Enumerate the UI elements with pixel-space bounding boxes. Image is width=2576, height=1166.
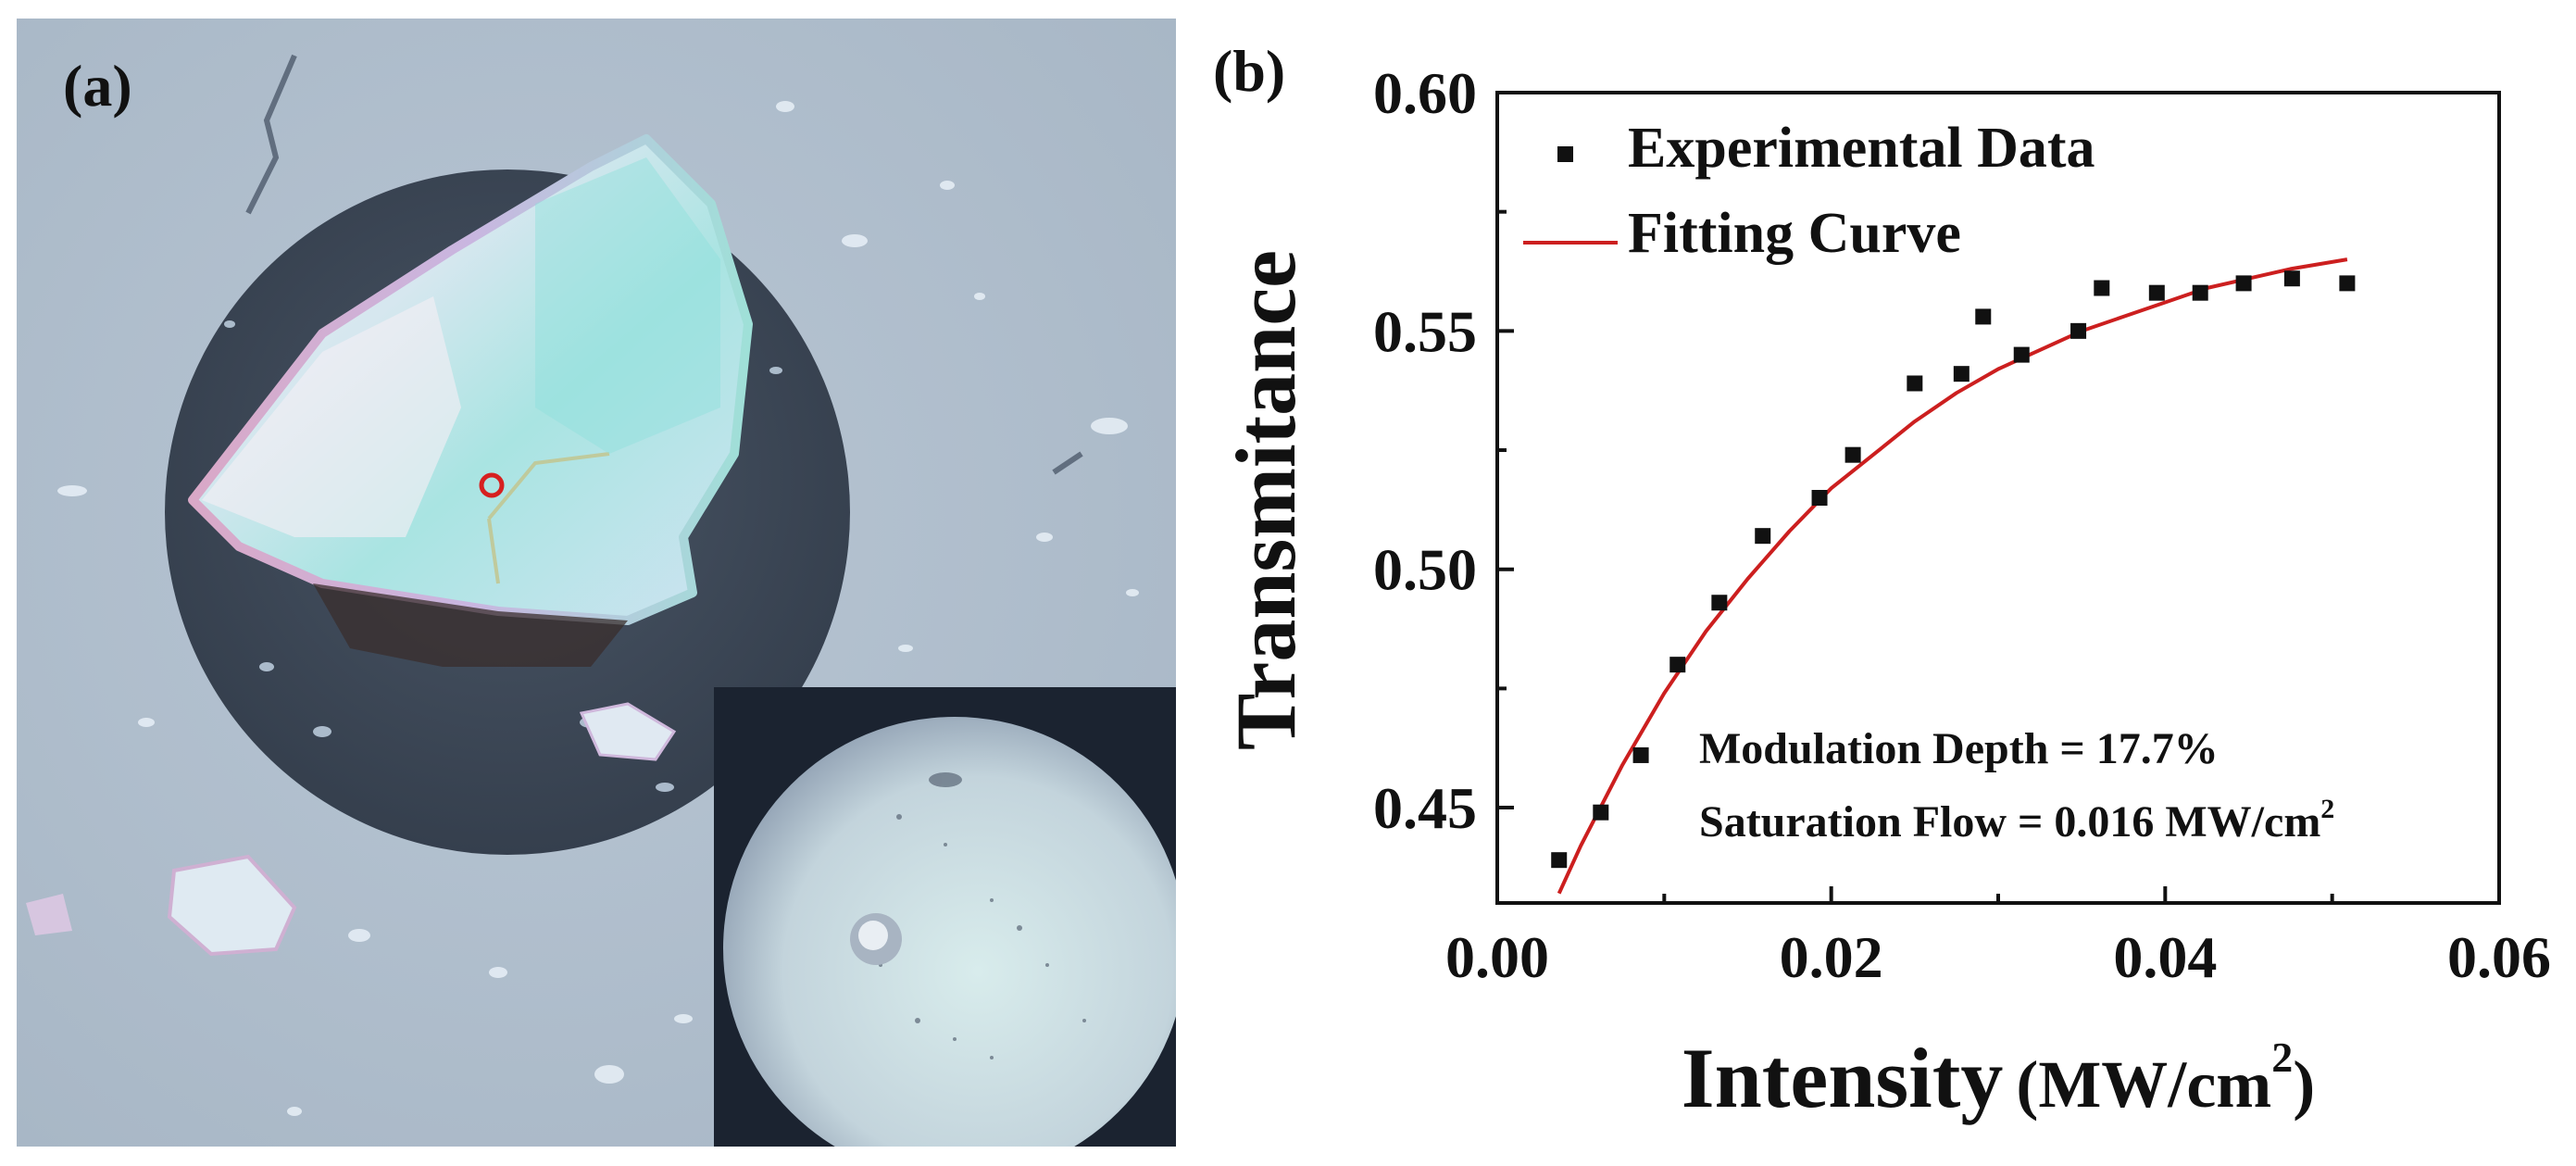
transmittance-chart-panel: 0.00 0.02 0.04 0.06 0.45 0.50 0.55 0.60 Experi… (1194, 0, 2576, 1166)
y-axis-title: Transmitance (1219, 250, 1313, 750)
annotation-saturation-flow-sup: 2 (2320, 794, 2334, 824)
debris-dark-streak (245, 54, 1083, 475)
data-point (2013, 346, 2030, 363)
panel-label-a: (a) (63, 53, 132, 119)
y-axis-ticks: 0.45 0.50 0.55 0.60 (1373, 60, 1514, 841)
x-tick-label: 0.00 (1445, 924, 1549, 990)
flake-cyan-region (535, 157, 720, 454)
y-tick-label: 0.60 (1373, 60, 1477, 126)
x-axis-title-sup: 2 (2271, 1034, 2293, 1081)
fiber-end-face (723, 717, 1176, 1147)
data-point (1593, 804, 1609, 821)
y-tick-label: 0.45 (1373, 775, 1477, 841)
data-point (1953, 366, 1970, 382)
data-point (1907, 375, 1923, 392)
x-axis-title-close: ) (2293, 1047, 2315, 1122)
data-point (1551, 852, 1568, 869)
legend: Experimental Data Fitting Curve (1523, 117, 2095, 265)
legend-label-experimental: Experimental Data (1628, 117, 2095, 180)
panel-label-b: (b) (1213, 38, 1286, 104)
inset-fiber-end-photo (714, 687, 1176, 1147)
legend-marker-experimental (1557, 146, 1573, 162)
x-tick-label: 0.06 (2447, 924, 2551, 990)
x-tick-label: 0.04 (2113, 924, 2217, 990)
x-axis-title-main: Intensity (1682, 1031, 2004, 1125)
experimental-data-series (1551, 270, 2356, 869)
transmittance-chart: 0.00 0.02 0.04 0.06 0.45 0.50 0.55 0.60 Experi… (1219, 60, 2551, 1125)
data-point (1711, 595, 1728, 611)
data-point (2148, 284, 2165, 301)
x-axis-title-unit: (MW/cm (2016, 1047, 2271, 1122)
data-point (1811, 490, 1828, 506)
inset-flake-highlight (858, 921, 888, 950)
y-tick-label: 0.50 (1373, 537, 1477, 603)
data-point (1632, 746, 1649, 763)
measurement-spot-marker (479, 472, 505, 498)
y-tick-label: 0.55 (1373, 298, 1477, 364)
data-point (1975, 308, 1992, 325)
data-point (2070, 322, 2087, 339)
data-point (2339, 275, 2356, 292)
data-point (1669, 657, 1686, 673)
data-point (2094, 280, 2110, 296)
flake-shadow (313, 583, 628, 667)
annotation-modulation-depth: Modulation Depth = 17.7% (1699, 724, 2219, 773)
flake-fold-line (487, 452, 610, 584)
microscope-photo (17, 19, 1176, 1147)
small-flake-left-edge (26, 894, 72, 935)
data-point (2283, 270, 2300, 287)
legend-label-fitting: Fitting Curve (1628, 202, 1961, 265)
fiber-debris (879, 772, 1086, 1059)
x-tick-label: 0.02 (1780, 924, 1883, 990)
data-point (2235, 275, 2252, 292)
annotation-saturation-flow-text: Saturation Flow = 0.016 MW/cm (1699, 797, 2320, 846)
x-axis-title: Intensity (MW/cm2) (1682, 1031, 2315, 1125)
x-axis-ticks: 0.00 0.02 0.04 0.06 (1445, 886, 2551, 990)
flake-bright-region (202, 296, 461, 537)
data-point (2192, 284, 2208, 301)
annotation-saturation-flow: Saturation Flow = 0.016 MW/cm2 (1699, 794, 2334, 846)
inset-photo (714, 687, 1176, 1147)
small-flake-right (579, 702, 677, 761)
data-point (1844, 446, 1861, 463)
data-point (1755, 528, 1771, 545)
small-flake-bottom-left (167, 854, 297, 957)
microscope-image-panel: (a) (17, 19, 1176, 1147)
